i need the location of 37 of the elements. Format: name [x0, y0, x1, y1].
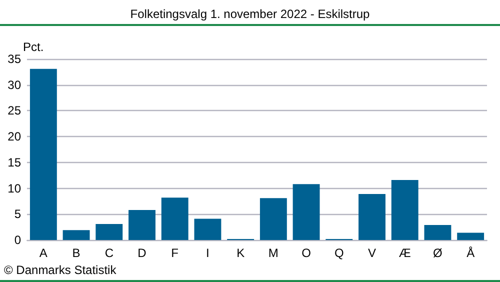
bar — [260, 198, 287, 240]
bar — [457, 232, 484, 240]
x-tick-label: B — [72, 246, 80, 260]
x-tick-label: A — [39, 246, 48, 260]
x-tick-label: Æ — [398, 246, 411, 260]
bar — [358, 194, 386, 240]
bar — [128, 210, 156, 240]
bar — [391, 180, 418, 240]
x-tick-label: D — [138, 246, 147, 260]
y-tick-label: 20 — [8, 130, 22, 144]
bar — [30, 68, 57, 240]
x-tick-label: I — [206, 246, 210, 260]
y-tick-label: 25 — [8, 104, 22, 118]
x-tick-label: Å — [466, 246, 475, 260]
y-tick-label: 10 — [8, 181, 22, 196]
y-tick-label: 35 — [8, 52, 22, 66]
y-tick-label: 30 — [8, 78, 22, 92]
y-tick-label: 0 — [14, 233, 22, 247]
x-tick-label: V — [368, 246, 376, 260]
x-tick-label: C — [104, 246, 114, 260]
bar — [194, 218, 222, 240]
y-tick-label: 5 — [14, 207, 22, 222]
bar — [161, 198, 188, 240]
bar — [96, 224, 123, 240]
bar — [424, 225, 452, 240]
y-axis-title: Pct. — [23, 40, 44, 54]
chart-title: Folketingsvalg 1. november 2022 - Eskilstrup — [130, 7, 370, 21]
y-tick-label: 15 — [8, 155, 22, 170]
bar — [62, 230, 90, 240]
x-tick-label: M — [268, 246, 278, 260]
bar — [292, 184, 320, 240]
x-tick-label: Q — [334, 246, 344, 260]
text: © Danmarks Statistik — [4, 263, 118, 277]
x-tick-label: Ø — [433, 246, 442, 260]
x-tick-label: F — [171, 246, 179, 260]
x-tick-label: K — [236, 246, 245, 260]
x-tick-label: O — [302, 246, 311, 260]
